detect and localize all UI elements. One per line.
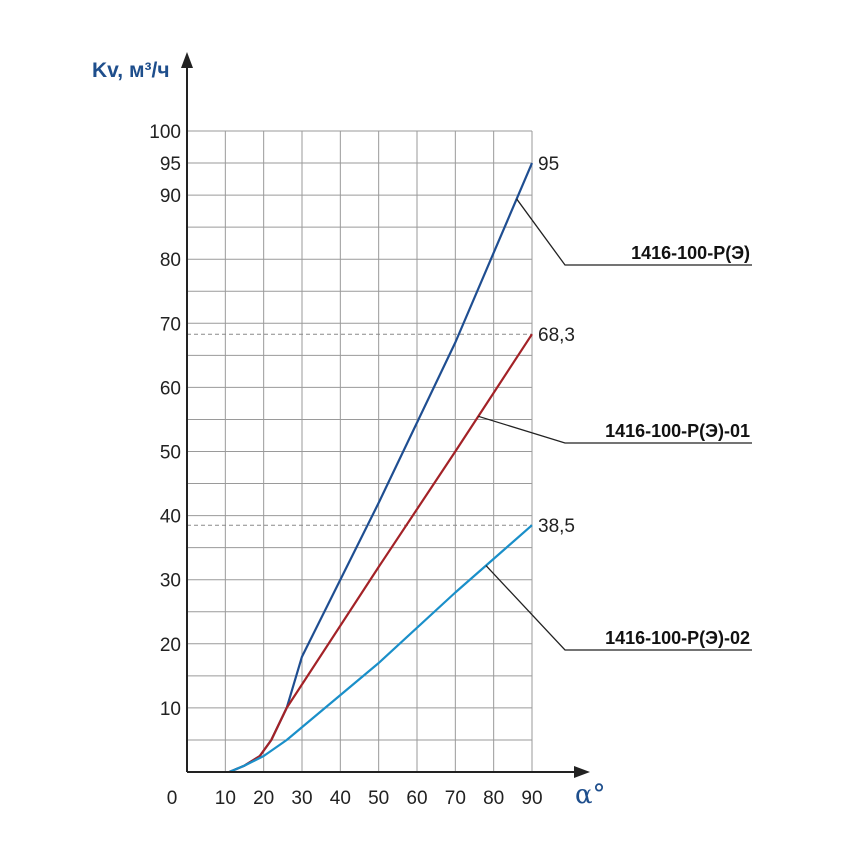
legend-leader-line [516, 198, 752, 266]
x-tick-label: 80 [483, 788, 504, 809]
reference-lines [187, 333, 532, 526]
legend-label: 1416-100-Р(Э)-01 [605, 421, 750, 441]
x-axis-arrow [574, 766, 590, 778]
y-tick-label: 60 [160, 378, 181, 399]
series-line [228, 524, 533, 774]
x-tick-label: 30 [291, 788, 312, 809]
legend-leader-line [485, 565, 752, 651]
y-axis-arrow [181, 52, 193, 68]
series-end-label: 68,3 [538, 325, 575, 346]
y-tick-label: 100 [149, 122, 181, 143]
series-end-label: 95 [538, 154, 559, 175]
series-line [228, 333, 533, 774]
legend-label: 1416-100-Р(Э)-02 [605, 628, 750, 648]
y-tick-label: 95 [160, 154, 181, 175]
x-tick-label: 90 [521, 788, 542, 809]
y-tick-label: 70 [160, 314, 181, 335]
y-tick-label: 40 [160, 507, 181, 528]
legend-leaders [478, 198, 752, 651]
y-tick-label: 50 [160, 443, 181, 464]
series-lines [228, 162, 534, 774]
x-tick-label: 10 [215, 788, 236, 809]
y-tick-label: 80 [160, 250, 181, 271]
y-tick-label: 30 [160, 571, 181, 592]
y-tick-label: 20 [160, 635, 181, 656]
axes [181, 52, 590, 778]
x-tick-label: 50 [368, 788, 389, 809]
x-tick-label: 40 [330, 788, 351, 809]
series-end-label: 38,5 [538, 516, 575, 537]
grid [187, 130, 533, 772]
series-labels: 95 1416-100-Р(Э) 68,3 1416-100-Р(Э)-01 38,5 1… [538, 154, 750, 648]
tick-labels: 0 10 20 30 40 50 60 70 80 90 10 20 30 40 50 60 70 80 90 95 1… [149, 122, 542, 809]
x-tick-label: 0 [167, 788, 178, 809]
y-axis-title: Kv, м³/ч [92, 59, 170, 82]
legend-leader-line [478, 415, 752, 444]
x-tick-label: 20 [253, 788, 274, 809]
y-tick-label: 90 [160, 186, 181, 207]
y-tick-label: 10 [160, 699, 181, 720]
legend-label: 1416-100-Р(Э) [631, 243, 750, 263]
x-tick-label: 60 [406, 788, 427, 809]
x-axis-title: α° [575, 780, 606, 810]
x-tick-label: 70 [445, 788, 466, 809]
series-line [228, 162, 534, 774]
